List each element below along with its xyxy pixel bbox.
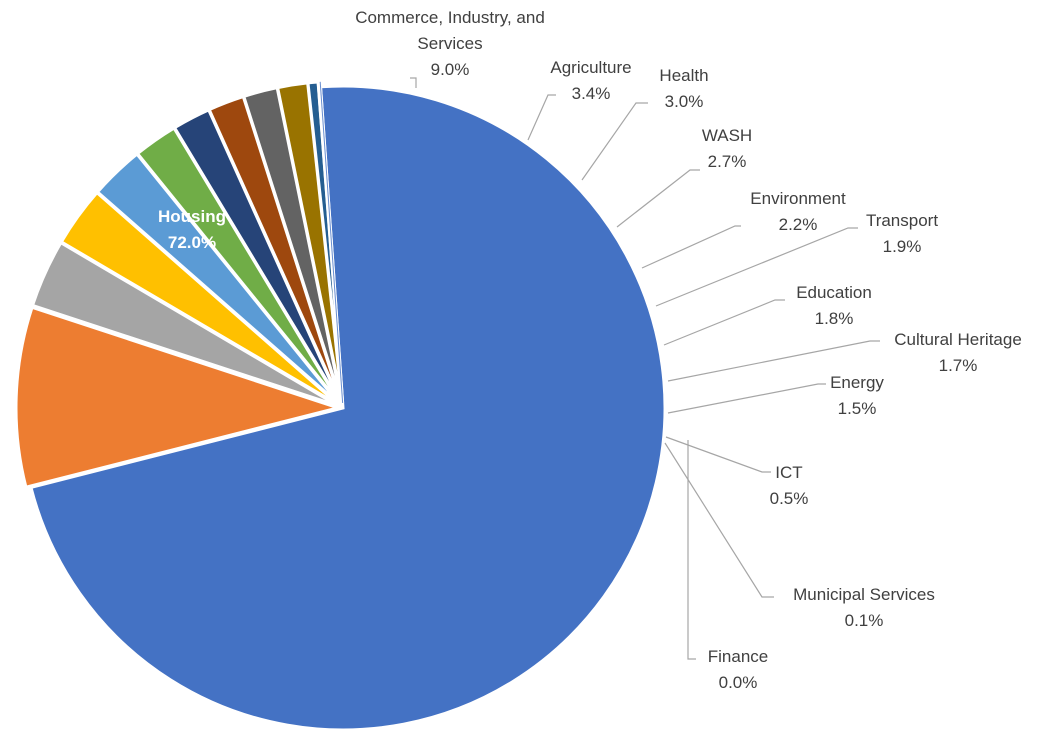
data-label-category: WASH — [702, 126, 752, 145]
leader-line-education — [663, 299, 785, 346]
leader-line-health — [581, 102, 648, 181]
data-label-category: Agriculture — [550, 58, 631, 77]
data-label-category: ICT — [775, 463, 802, 482]
data-label-value: 1.9% — [883, 237, 922, 256]
data-label-agriculture: Agriculture 3.4% — [550, 58, 631, 103]
leader-line-wash — [616, 169, 700, 228]
data-label-value: 0.0% — [719, 673, 758, 692]
data-label-category: Commerce, Industry, and — [355, 8, 545, 27]
leader-lines-layer — [410, 77, 880, 660]
data-label-finance: Finance 0.0% — [708, 647, 768, 692]
data-label-value: 2.2% — [779, 215, 818, 234]
labels-layer: Housing 72.0% Commerce, Industry, and Servi… — [158, 8, 1022, 692]
data-label-energy: Energy 1.5% — [830, 373, 884, 418]
data-label-category: Energy — [830, 373, 884, 392]
data-label-value: 3.0% — [665, 92, 704, 111]
data-label-cultural-heritage: Cultural Heritage 1.7% — [894, 330, 1022, 375]
data-label-category: Finance — [708, 647, 768, 666]
data-label-commerce-industry-and-services: Commerce, Industry, and Services 9.0% — [355, 8, 545, 79]
data-label-ict: ICT 0.5% — [770, 463, 809, 508]
slices-layer — [14, 80, 667, 731]
leader-line-municipal-services — [664, 442, 774, 598]
data-label-category: Services — [417, 34, 482, 53]
pie-slice-commerce-industry-and-services — [14, 305, 344, 490]
data-label-environment: Environment 2.2% — [750, 189, 846, 234]
pie-slice-finance — [319, 81, 344, 404]
data-label-value: 2.7% — [708, 152, 747, 171]
data-label-transport: Transport 1.9% — [866, 211, 938, 256]
data-label-category: Housing — [158, 207, 226, 226]
data-label-municipal-services: Municipal Services 0.1% — [793, 585, 935, 630]
leader-line-cultural-heritage — [667, 340, 880, 382]
data-label-value: 1.7% — [939, 356, 978, 375]
leader-line-agriculture — [527, 94, 556, 141]
pie-slice-housing — [29, 84, 667, 731]
data-label-health: Health 3.0% — [659, 66, 708, 111]
leader-line-ict — [665, 436, 771, 473]
data-label-value: 0.5% — [770, 489, 809, 508]
data-label-value: 3.4% — [572, 84, 611, 103]
data-label-category: Cultural Heritage — [894, 330, 1022, 349]
data-label-value: 1.8% — [815, 309, 854, 328]
data-label-value: 1.5% — [838, 399, 877, 418]
leader-line-commerce-industry-and-services — [410, 77, 417, 88]
data-label-value: 0.1% — [845, 611, 884, 630]
data-label-category: Environment — [750, 189, 846, 208]
data-label-wash: WASH 2.7% — [702, 126, 752, 171]
data-label-education: Education 1.8% — [796, 283, 872, 328]
data-label-category: Education — [796, 283, 872, 302]
data-label-value: 72.0% — [168, 233, 216, 252]
leader-line-environment — [641, 225, 741, 269]
data-label-housing: Housing 72.0% — [158, 207, 226, 252]
data-label-category: Transport — [866, 211, 938, 230]
data-label-value: 9.0% — [431, 60, 470, 79]
leader-line-finance — [687, 440, 696, 660]
data-label-category: Municipal Services — [793, 585, 935, 604]
leader-line-energy — [667, 383, 826, 414]
leader-line-transport — [655, 227, 858, 307]
data-label-category: Health — [659, 66, 708, 85]
